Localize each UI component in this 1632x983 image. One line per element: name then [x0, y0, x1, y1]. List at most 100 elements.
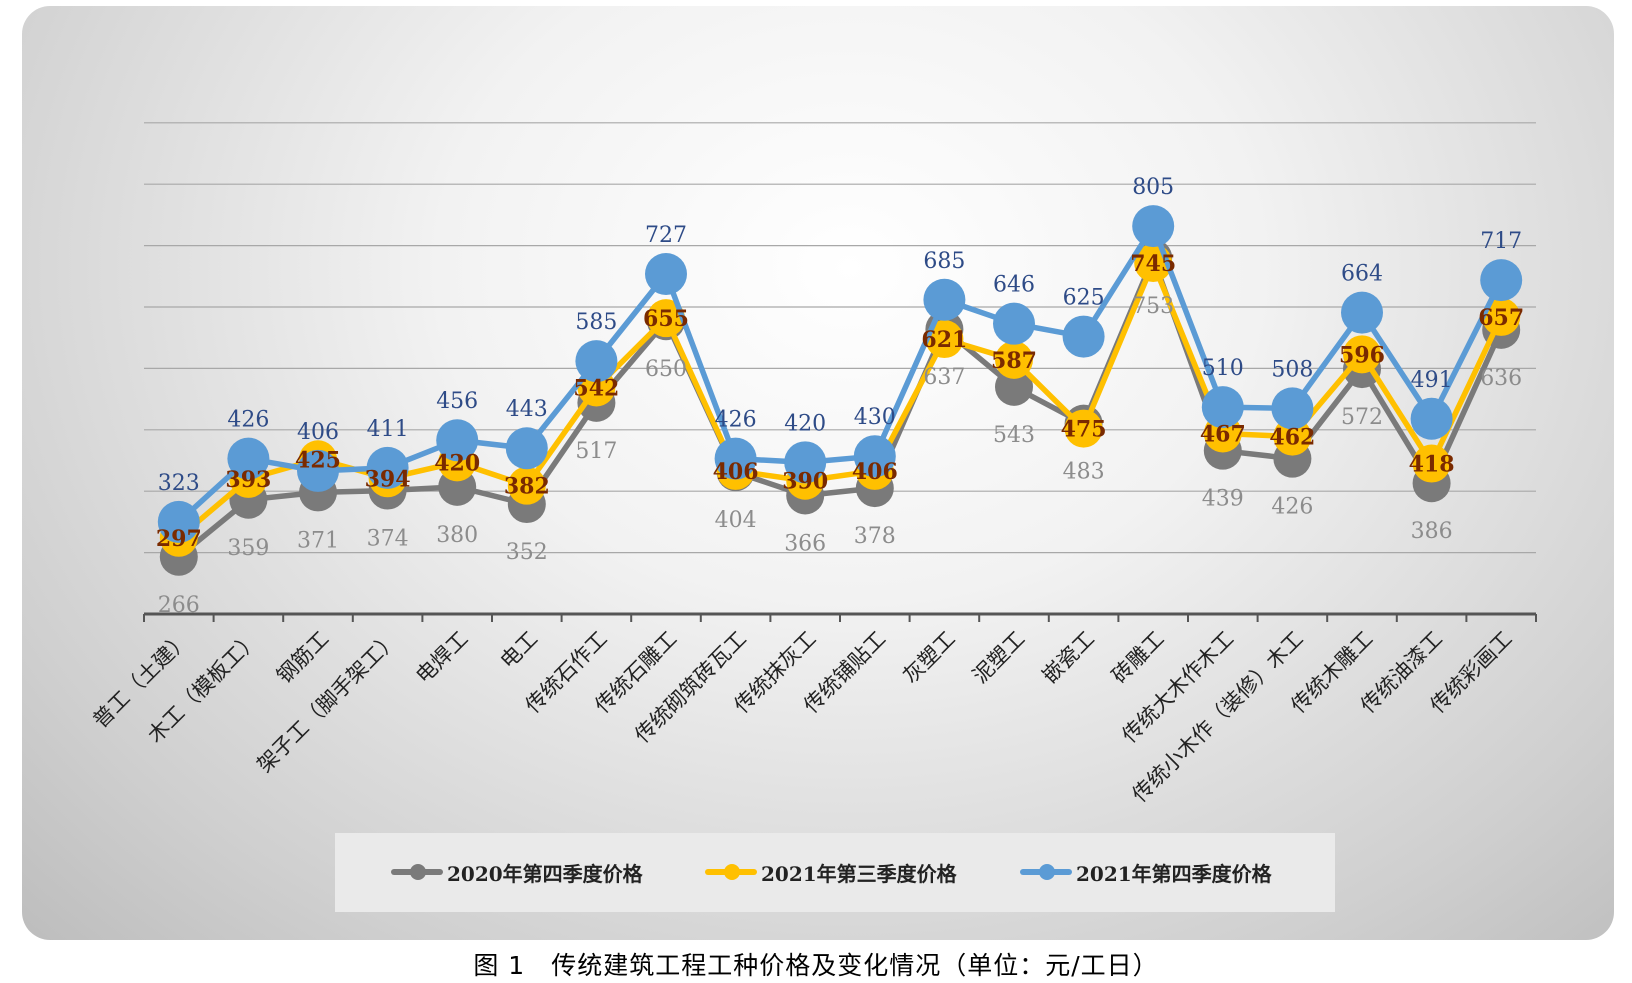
data-label-0: 572: [1341, 405, 1383, 430]
data-label-1: 394: [365, 466, 411, 492]
series-point-2: [227, 437, 270, 480]
series-point-2: [1271, 387, 1314, 430]
series-point-2: [853, 435, 896, 478]
legend-item-2020q4: 2020年第四季度价格: [391, 859, 643, 886]
data-label-2: 411: [367, 417, 409, 442]
x-tick-label: 嵌瓷工: [1038, 627, 1100, 689]
data-label-2: 508: [1271, 357, 1313, 382]
data-label-2: 685: [923, 249, 965, 274]
data-label-0: 378: [854, 524, 896, 549]
data-label-2: 585: [575, 310, 617, 335]
x-tick-label: 泥塑工: [968, 627, 1030, 689]
series-point-2: [784, 441, 827, 484]
data-label-0: 352: [506, 540, 548, 565]
data-label-1: 297: [156, 526, 202, 552]
series-point-1: [1482, 297, 1521, 336]
series-point-2: [714, 437, 757, 480]
data-label-1: 596: [1339, 342, 1385, 368]
data-label-0: 386: [1411, 519, 1453, 544]
series-point-0: [995, 367, 1033, 406]
data-label-2: 727: [645, 223, 687, 248]
data-label-0: 374: [367, 527, 409, 552]
data-label-1: 382: [504, 474, 550, 500]
data-label-2: 510: [1202, 356, 1244, 381]
series-point-1: [995, 340, 1033, 379]
figure-caption: 图 1 传统建筑工程工种价格及变化情况（单位：元/工日）: [473, 951, 1159, 980]
data-label-2: 426: [715, 408, 757, 433]
data-label-1: 425: [295, 447, 341, 473]
data-label-0: 637: [923, 365, 965, 390]
data-label-1: 655: [643, 306, 689, 332]
legend-swatch-2021q4: [1020, 864, 1072, 880]
legend-swatch-2021q3: [705, 864, 757, 880]
series-point-2: [157, 500, 200, 543]
series-point-2: [1410, 397, 1453, 440]
x-tick-label: 灰塑工: [898, 627, 960, 689]
data-label-1: 418: [1409, 452, 1455, 478]
data-label-0: 517: [575, 439, 617, 464]
data-label-2: 420: [784, 411, 826, 436]
series-point-2: [1201, 386, 1244, 429]
series-point-1: [507, 466, 546, 505]
series-point-2: [645, 252, 687, 295]
data-label-1: 621: [921, 327, 967, 353]
data-label-0: 753: [1132, 294, 1174, 319]
series-point-2: [993, 302, 1035, 345]
series-point-2: [436, 419, 479, 462]
data-label-2: 491: [1411, 368, 1453, 393]
series-point-2: [1341, 291, 1383, 334]
data-label-0: 359: [227, 536, 269, 561]
data-label-2: 625: [1063, 286, 1105, 311]
legend-label-2021q4: 2021年第四季度价格: [1076, 861, 1272, 886]
x-tick-label: 砖雕工: [1107, 627, 1169, 689]
data-label-0: 366: [784, 531, 826, 556]
x-tick-label: 电焊工: [411, 627, 473, 689]
data-label-2: 323: [158, 471, 200, 496]
legend-label-2020q4: 2020年第四季度价格: [447, 861, 643, 886]
x-tick-label: 钢筋工: [272, 627, 334, 689]
series-point-2: [297, 449, 339, 492]
data-label-2: 646: [993, 273, 1035, 298]
data-label-1: 420: [434, 450, 480, 476]
series-point-2: [1062, 315, 1105, 358]
legend-item-2021q3: 2021年第三季度价格: [705, 859, 957, 886]
x-tick-label: 电工: [496, 627, 543, 674]
data-label-1: 406: [713, 459, 759, 485]
data-label-2: 805: [1132, 175, 1174, 200]
data-label-1: 390: [782, 469, 828, 495]
series-point-2: [1132, 205, 1175, 248]
data-label-0: 636: [1480, 366, 1522, 391]
data-label-2: 406: [297, 420, 339, 445]
legend-item-2021q4: 2021年第四季度价格: [1020, 859, 1272, 886]
data-label-0: 380: [436, 523, 478, 548]
data-label-2: 664: [1341, 262, 1383, 287]
legend-label-2021q3: 2021年第三季度价格: [761, 861, 957, 886]
data-label-0: 266: [158, 593, 200, 618]
series-point-2: [1480, 259, 1523, 302]
data-label-2: 456: [436, 389, 478, 414]
series-point-2: [923, 278, 966, 321]
data-label-0: 483: [1063, 460, 1105, 485]
data-label-1: 657: [1478, 305, 1524, 331]
data-label-1: 587: [991, 348, 1037, 374]
data-label-2: 426: [227, 408, 269, 433]
data-label-0: 371: [297, 528, 339, 553]
series-point-1: [647, 299, 685, 338]
data-label-0: 439: [1202, 487, 1244, 512]
series-point-1: [1412, 444, 1451, 483]
series-point-1: [925, 320, 964, 359]
data-label-1: 467: [1200, 421, 1246, 447]
data-label-1: 745: [1130, 251, 1176, 277]
data-label-1: 542: [573, 375, 619, 401]
data-label-1: 462: [1269, 425, 1315, 451]
data-label-1: 393: [225, 467, 271, 493]
series-point-1: [1343, 335, 1381, 374]
series-point-2: [575, 340, 618, 383]
series-point-2: [366, 446, 409, 489]
data-label-0: 543: [993, 423, 1035, 448]
series-point-1: [1064, 409, 1103, 448]
legend-swatch-2020q4: [391, 864, 443, 880]
legend: 2020年第四季度价格 2021年第三季度价格 2021年第四季度价格: [335, 833, 1335, 912]
data-label-2: 717: [1480, 229, 1522, 254]
